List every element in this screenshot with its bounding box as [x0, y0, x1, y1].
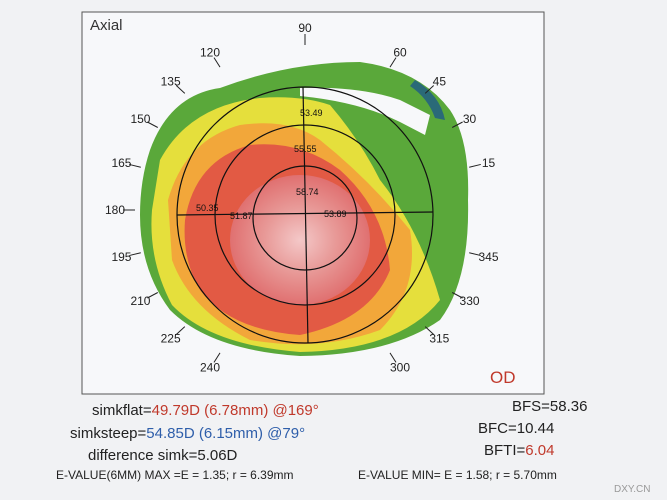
reading: 53.89 [324, 209, 347, 219]
simkflat: simkflat=49.79D (6.78mm) @169° [92, 402, 319, 419]
angle-label: 240 [200, 361, 220, 375]
eye-label: OD [490, 368, 516, 387]
angle-label: 180 [105, 203, 125, 217]
angle-tick [469, 163, 481, 168]
angle-tick [147, 292, 159, 299]
angle-label: 195 [111, 250, 131, 264]
angle-label: 210 [130, 294, 150, 308]
angle-tick [129, 252, 141, 257]
reading: 53.49 [300, 108, 323, 118]
simksteep: simksteep=54.85D (6.15mm) @79° [70, 425, 305, 442]
angle-label: 30 [463, 112, 477, 126]
angle-label: 90 [298, 21, 312, 35]
angle-tick [129, 163, 141, 168]
zone-rings [176, 86, 434, 344]
label: BFTI= [484, 442, 526, 459]
angle-label: 330 [460, 294, 480, 308]
color-map [140, 62, 469, 356]
angle-tick [389, 57, 397, 68]
reading: 50.35 [196, 203, 219, 213]
angle-label: 45 [433, 74, 447, 88]
map-title: Axial [90, 17, 123, 34]
angle-label: 150 [130, 112, 150, 126]
angle-label: 225 [161, 332, 181, 346]
map-gap [300, 87, 430, 135]
angle-tick [175, 326, 186, 335]
bfc: BFC=10.44 [478, 420, 555, 437]
angle-tick [213, 57, 221, 68]
angle-scale: 90 120 60 135 45 150 30 165 15 180 195 345 210 330 225… [105, 21, 499, 375]
value: 6.04 [525, 442, 555, 459]
angle-label: 300 [390, 361, 410, 375]
difference: difference simk=5.06D [88, 447, 238, 464]
angle-label: 345 [479, 250, 499, 264]
value: 49.79D (6.78mm) @169° [151, 402, 319, 419]
angle-tick [424, 326, 435, 335]
reading: 51.87 [230, 211, 253, 221]
reading: 58.74 [296, 187, 319, 197]
bfs: BFS=58.36 [512, 398, 588, 415]
crosshair [302, 86, 309, 344]
label: simksteep= [70, 425, 147, 442]
angle-label: 135 [161, 74, 181, 88]
angle-label: 120 [200, 45, 220, 59]
evalue-max: E-VALUE(6MM) MAX =E = 1.35; r = 6.39mm [56, 468, 294, 482]
angle-tick [451, 121, 463, 128]
angle-tick [175, 85, 186, 94]
label: simkflat= [92, 402, 152, 419]
angle-tick [389, 352, 397, 363]
angle-label: 60 [393, 45, 407, 59]
map-zone [230, 175, 370, 305]
value: 54.85D (6.15mm) @79° [146, 425, 306, 442]
reading: 55.55 [294, 144, 317, 154]
angle-tick [147, 121, 159, 128]
angle-tick [469, 252, 481, 257]
map-zone [410, 80, 445, 120]
evalue-min: E-VALUE MIN= E = 1.58; r = 5.70mm [358, 468, 557, 482]
angle-label: 315 [429, 332, 449, 346]
angle-label: 165 [111, 156, 131, 170]
bfti: BFTI=6.04 [484, 442, 554, 459]
angle-tick [424, 85, 435, 94]
angle-label: 15 [482, 156, 496, 170]
angle-tick [213, 352, 221, 363]
watermark: DXY.CN [614, 484, 651, 495]
angle-tick [451, 292, 463, 299]
